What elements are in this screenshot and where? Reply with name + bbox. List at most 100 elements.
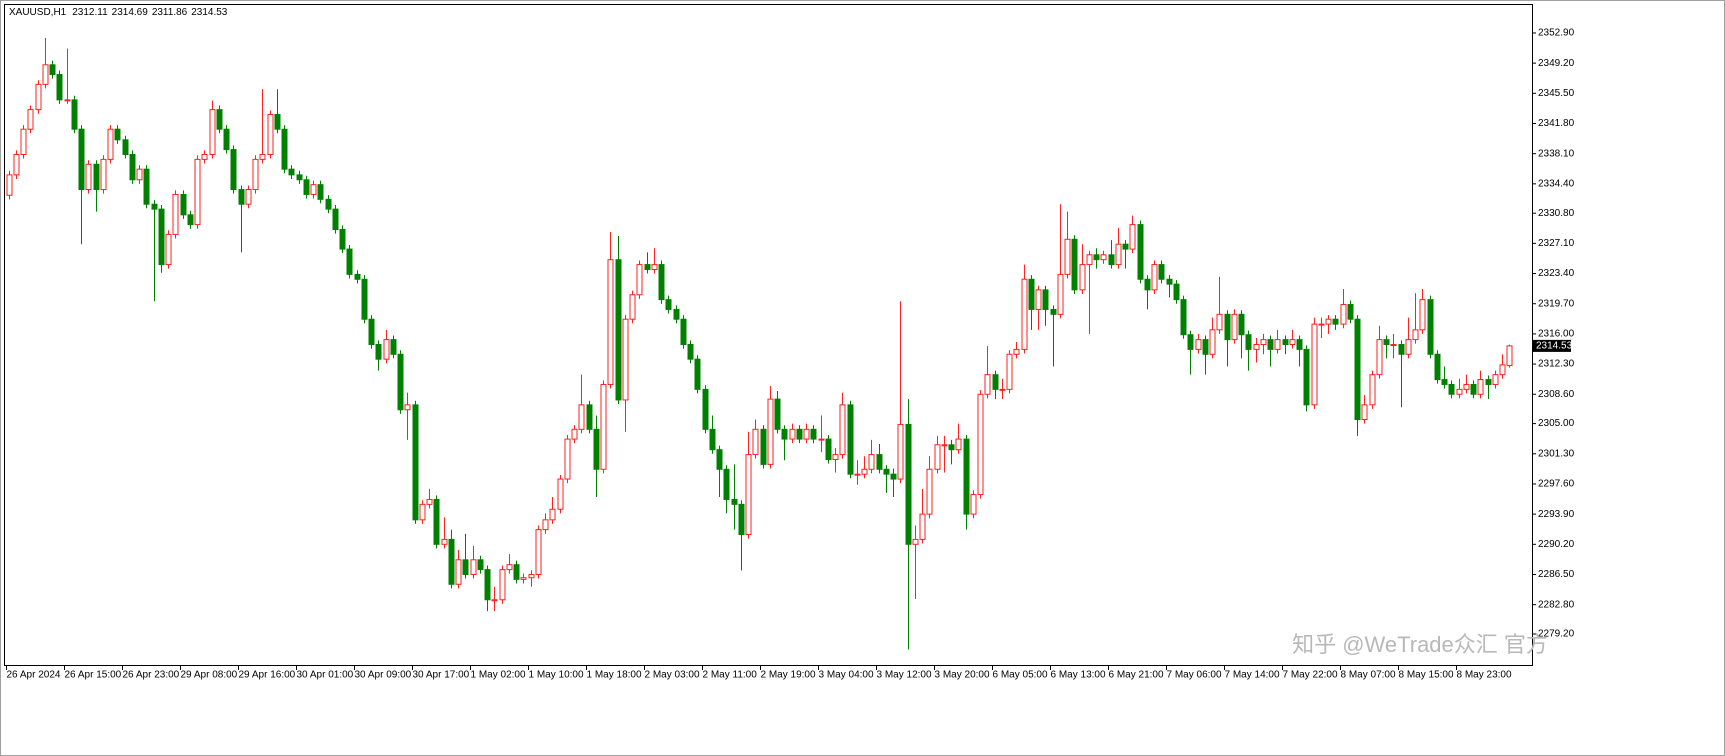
candle-body <box>876 454 883 470</box>
candle-body <box>883 468 890 475</box>
candle-body <box>513 564 520 580</box>
candle-body <box>93 163 100 191</box>
candle-body <box>731 498 738 505</box>
candle-body <box>397 353 404 411</box>
candle-body <box>673 308 680 320</box>
candle-body <box>296 174 303 181</box>
candle-body <box>948 444 955 451</box>
candle-body <box>209 109 216 155</box>
candle-body <box>1180 299 1187 336</box>
candle-body <box>201 153 208 160</box>
candle-body <box>1412 329 1419 341</box>
candle-body <box>1260 339 1267 346</box>
candle-body <box>1006 353 1013 390</box>
candle-body <box>1042 289 1049 310</box>
x-tick-label: 26 Apr 2024 <box>7 670 61 681</box>
candle-body <box>288 168 295 176</box>
candle-body <box>1354 318 1361 421</box>
candle-body <box>1311 323 1318 406</box>
y-tick-label: 2308.60 <box>1538 389 1575 400</box>
x-tick-label: 6 May 13:00 <box>1051 670 1106 681</box>
candle-body <box>462 559 469 575</box>
candle-body <box>934 444 941 470</box>
candle-body <box>542 519 549 531</box>
candle-body <box>317 184 324 200</box>
candle-body <box>1158 264 1165 280</box>
candle-body <box>404 404 411 411</box>
candle-body <box>1347 304 1354 320</box>
y-tick-label: 2352.90 <box>1538 28 1575 39</box>
candle-body <box>818 438 825 441</box>
candle-body <box>600 383 607 470</box>
candle-body <box>455 559 462 585</box>
x-tick-label: 26 Apr 15:00 <box>65 670 122 681</box>
header-low: 2311.86 <box>152 7 188 18</box>
y-tick-label: 2279.20 <box>1538 629 1575 640</box>
candle-body <box>71 99 78 130</box>
candle-body <box>1028 278 1035 310</box>
x-tick-label: 6 May 05:00 <box>993 670 1048 681</box>
candle-body <box>216 109 223 130</box>
candle-body <box>1419 299 1426 331</box>
candle-body <box>839 404 846 456</box>
candle-body <box>716 449 723 470</box>
y-tick-label: 2330.80 <box>1538 208 1575 219</box>
candle-body <box>890 473 897 480</box>
candle-body <box>564 438 571 480</box>
candle-body <box>1100 254 1107 261</box>
candle-body <box>578 404 585 430</box>
x-tick-label: 30 Apr 17:00 <box>413 670 470 681</box>
candle-body <box>752 428 759 456</box>
candle-body <box>636 264 643 296</box>
candle-body <box>535 529 542 575</box>
candle-body <box>375 344 382 360</box>
candle-body <box>999 388 1006 391</box>
candle-body <box>1506 345 1513 367</box>
candle-body <box>1216 313 1223 331</box>
candle-body <box>158 208 165 266</box>
candle-body <box>1129 224 1136 250</box>
candle-body <box>1463 383 1470 390</box>
candle-body <box>165 233 172 266</box>
candle-body <box>586 404 593 430</box>
candle-body <box>796 428 803 440</box>
candle-body <box>354 273 361 280</box>
candle-body <box>346 248 353 275</box>
candle-body <box>56 74 63 101</box>
x-tick-label: 3 May 12:00 <box>877 670 932 681</box>
candle-body <box>963 438 970 515</box>
candle-body <box>412 404 419 521</box>
candle-body <box>252 158 259 191</box>
candle-body <box>383 339 390 360</box>
x-tick-label: 7 May 14:00 <box>1225 670 1280 681</box>
candle-body <box>433 498 440 545</box>
candle-body <box>477 559 484 571</box>
candle-body <box>832 454 839 460</box>
candle-body <box>1361 404 1368 421</box>
candle-body <box>1376 339 1383 376</box>
candle-body <box>897 423 904 480</box>
plot-frame <box>4 4 1533 666</box>
candle-body <box>259 153 266 160</box>
price-tag-label: 2314.53 <box>1536 341 1573 352</box>
candle-body <box>781 428 788 440</box>
candle-body <box>332 208 339 231</box>
candle-body <box>1427 299 1434 355</box>
candle-body <box>1166 278 1173 285</box>
candle-body <box>912 538 919 545</box>
candle-body <box>1224 313 1231 341</box>
candle-body <box>702 388 709 430</box>
y-tick-label: 2345.50 <box>1538 88 1575 99</box>
candle-body <box>441 538 448 545</box>
y-tick-label: 2290.20 <box>1538 539 1575 550</box>
candle-body <box>767 398 774 465</box>
header-open: 2312.11 <box>72 7 108 18</box>
watermark: 知乎 @WeTrade众汇 官方 <box>1292 632 1548 657</box>
x-tick-label: 8 May 15:00 <box>1399 670 1454 681</box>
candle-body <box>1079 264 1086 291</box>
candle-body <box>593 428 600 470</box>
candle-body <box>339 229 346 250</box>
candle-body <box>1282 339 1289 346</box>
y-tick-label: 2349.20 <box>1538 58 1575 69</box>
